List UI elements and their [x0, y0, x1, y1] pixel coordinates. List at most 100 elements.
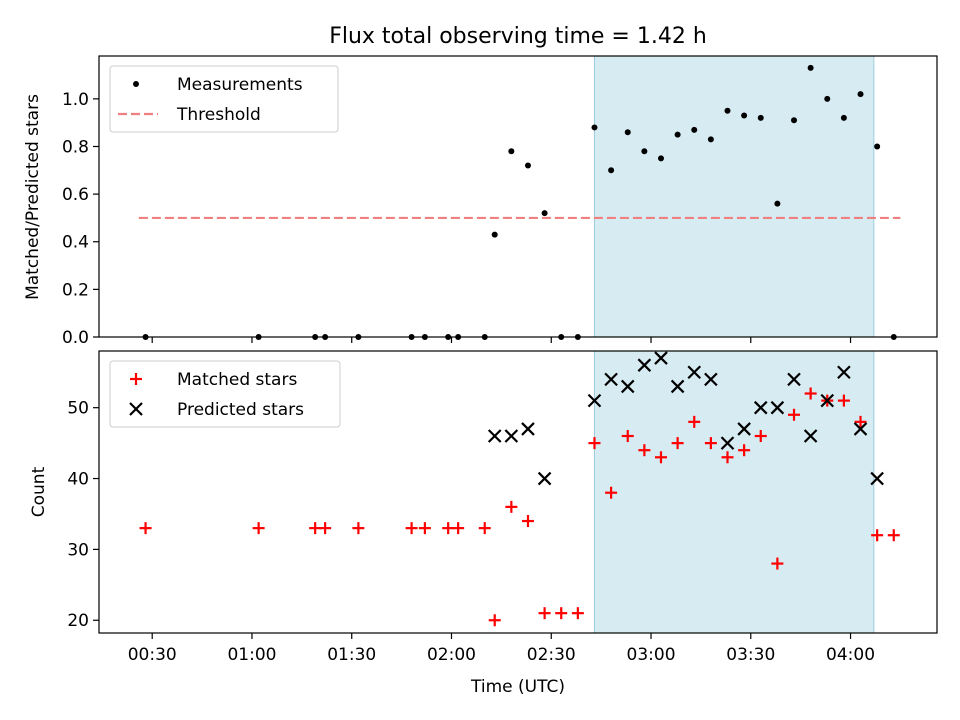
matched-stars-point [478, 522, 491, 535]
matched-stars-point [887, 529, 900, 542]
matched-stars-point [405, 522, 418, 535]
matched-stars-point [621, 430, 634, 443]
matched-stars-point [721, 451, 734, 464]
bottom-legend: Matched stars Predicted stars [109, 360, 341, 428]
measurements-point [724, 107, 731, 114]
measurements-point [691, 126, 698, 133]
predicted-stars-point [670, 379, 685, 394]
matched-stars-point [588, 437, 601, 450]
measurements-point [757, 114, 764, 121]
top-panel: 0.0 0.2 0.4 0.6 0.8 1.0 Matched/Predicted sta… [23, 55, 938, 348]
matched-stars-point [854, 415, 867, 428]
measurements-point [491, 231, 498, 238]
bottom-y-tick-label: 20 [67, 611, 89, 631]
x-tick-label: 04:00 [826, 645, 875, 665]
bottom-marks [139, 351, 900, 627]
x-tick-label: 01:30 [327, 645, 376, 665]
matched-stars-point [804, 387, 817, 400]
legend-label: Measurements [177, 75, 303, 95]
top-plot-frame [98, 55, 938, 338]
bottom-observing-window [593, 350, 875, 634]
matched-stars-point [488, 614, 501, 627]
bottom-y-tick-label: 30 [67, 540, 89, 560]
legend-predicted-stars-swatch [129, 402, 143, 416]
top-y-tick-label: 0.4 [62, 233, 89, 253]
x-tick-label: 01:00 [227, 645, 276, 665]
top-legend-box [109, 65, 339, 133]
predicted-stars-point [537, 471, 552, 486]
top-y-tick-label: 0.2 [62, 280, 89, 300]
predicted-stars-point [737, 422, 751, 436]
top-y-axis-label: Matched/Predicted stars [23, 94, 43, 300]
measurements-point [508, 148, 515, 155]
bottom-y-tick-label: 50 [67, 399, 89, 419]
predicted-stars-point [521, 422, 535, 436]
matched-stars-point [418, 522, 431, 535]
matched-stars-point [521, 515, 534, 528]
bottom-legend-box [109, 360, 341, 428]
measurements-point [674, 131, 681, 138]
matched-stars-point [771, 557, 784, 570]
measurements-point [774, 200, 781, 207]
matched-stars-point [555, 607, 568, 620]
top-observing-window [593, 55, 875, 338]
measurements-point [807, 64, 814, 71]
matched-stars-point [788, 408, 801, 421]
predicted-stars-point [604, 372, 618, 387]
matched-stars-point [319, 522, 332, 535]
predicted-stars-point [587, 393, 602, 408]
legend-label: Threshold [176, 105, 261, 125]
bottom-y-axis-label: Count [29, 466, 49, 517]
measurements-point [874, 143, 881, 150]
matched-stars-point [754, 430, 767, 443]
top-y-tick-label: 0.8 [62, 137, 89, 157]
measurements-point [541, 210, 548, 217]
bottom-x-axis: 00:30 01:00 01:30 02:00 02:30 03:00 03:30 04:00 [128, 633, 875, 665]
matched-stars-point [704, 437, 717, 450]
x-tick-label: 00:30 [128, 645, 177, 665]
predicted-stars-point [787, 372, 801, 387]
matched-stars-point [837, 394, 850, 407]
matched-stars-point [452, 522, 465, 535]
measurements-point [791, 117, 798, 124]
predicted-stars-point [637, 358, 652, 372]
matched-stars-point [139, 522, 152, 535]
predicted-stars-point [753, 400, 768, 415]
matched-stars-point [654, 451, 667, 464]
legend-measurements-swatch [133, 81, 139, 87]
matched-stars-point [671, 437, 684, 450]
x-tick-label: 03:30 [726, 645, 775, 665]
predicted-stars-point [504, 429, 519, 443]
predicted-stars-point [870, 471, 884, 486]
chart-title: Flux total observing time = 1.42 h [329, 24, 707, 49]
matched-stars-point [638, 444, 651, 457]
matched-stars-point [738, 444, 751, 457]
measurements-point [707, 136, 714, 143]
measurements-point [657, 155, 664, 162]
legend-matched-stars-swatch [130, 373, 142, 385]
matched-stars-point [871, 529, 884, 542]
measurements-point [741, 112, 748, 119]
predicted-stars-point [803, 429, 818, 443]
matched-stars-point [571, 607, 584, 620]
x-tick-label: 03:00 [627, 645, 676, 665]
top-y-tick-label: 1.0 [62, 90, 89, 110]
top-legend: Measurements Threshold [109, 65, 339, 133]
predicted-stars-point [837, 365, 851, 380]
bottom-y-axis: 20 30 40 50 [67, 399, 99, 631]
predicted-stars-point [620, 379, 635, 394]
measurements-point [624, 129, 631, 136]
x-tick-label: 02:00 [427, 645, 476, 665]
bottom-y-tick-label: 40 [67, 470, 89, 490]
bottom-plot-frame [98, 350, 938, 634]
predicted-stars-point [770, 400, 785, 415]
matched-stars-point [538, 607, 551, 620]
top-y-tick-label: 0.0 [62, 328, 89, 348]
matched-stars-point [352, 522, 365, 535]
measurements-point [857, 91, 864, 98]
matched-stars-point [252, 522, 265, 535]
top-y-tick-label: 0.6 [62, 185, 89, 205]
x-axis-label: Time (UTC) [470, 677, 565, 697]
measurements-point [591, 124, 598, 131]
